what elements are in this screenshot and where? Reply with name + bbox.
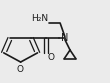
Text: O: O [47,53,54,62]
Text: O: O [16,65,24,74]
Text: H₂N: H₂N [31,14,48,23]
Text: N: N [61,33,69,43]
